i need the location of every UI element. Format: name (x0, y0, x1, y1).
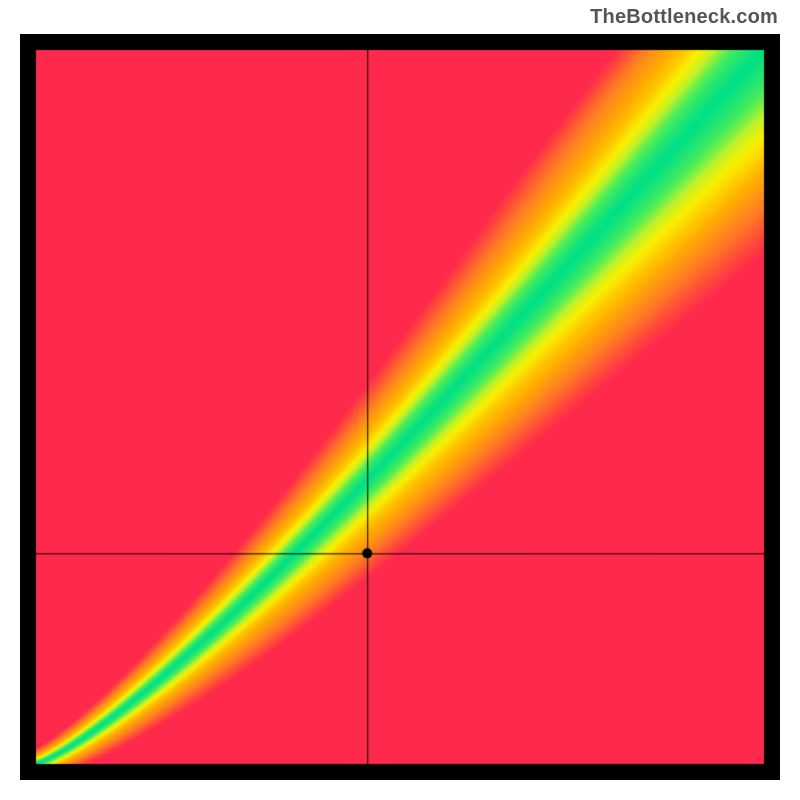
heatmap-canvas (20, 34, 780, 780)
heatmap-plot-area (20, 34, 780, 780)
watermark-text: TheBottleneck.com (590, 6, 778, 29)
chart-container: TheBottleneck.com (0, 0, 800, 800)
